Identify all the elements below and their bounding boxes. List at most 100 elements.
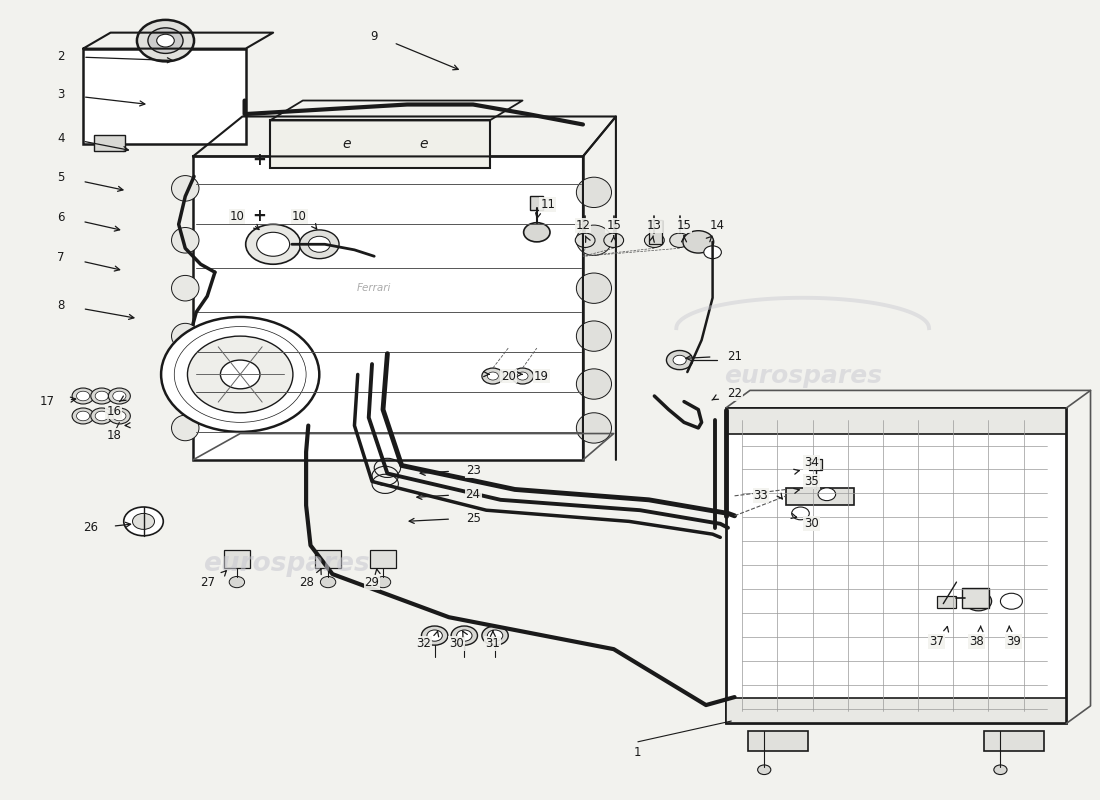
Text: 8: 8	[57, 299, 65, 312]
Circle shape	[245, 224, 300, 264]
Text: 11: 11	[540, 198, 556, 211]
Text: 22: 22	[727, 387, 742, 400]
Circle shape	[575, 233, 595, 247]
Text: 32: 32	[416, 637, 431, 650]
Circle shape	[517, 372, 528, 380]
Circle shape	[77, 391, 90, 401]
Text: +: +	[252, 151, 266, 170]
Ellipse shape	[576, 225, 612, 255]
Circle shape	[482, 368, 504, 384]
Circle shape	[161, 317, 319, 432]
Text: 28: 28	[299, 575, 314, 589]
FancyBboxPatch shape	[370, 550, 396, 568]
Text: 2: 2	[57, 50, 65, 63]
Circle shape	[792, 507, 810, 520]
Ellipse shape	[172, 323, 199, 349]
FancyBboxPatch shape	[726, 408, 1066, 434]
Circle shape	[73, 388, 95, 404]
Text: 34: 34	[804, 456, 818, 469]
Circle shape	[512, 368, 534, 384]
Text: 5: 5	[57, 171, 65, 185]
FancyBboxPatch shape	[748, 731, 808, 751]
FancyBboxPatch shape	[726, 698, 1066, 723]
Text: 30: 30	[804, 518, 818, 530]
Ellipse shape	[576, 177, 612, 207]
Text: 26: 26	[84, 522, 98, 534]
Text: 1: 1	[634, 746, 641, 759]
FancyBboxPatch shape	[726, 408, 1066, 723]
Circle shape	[993, 765, 1007, 774]
Text: +: +	[252, 207, 266, 226]
Circle shape	[113, 411, 125, 421]
Circle shape	[96, 391, 109, 401]
Text: 37: 37	[930, 634, 944, 648]
Circle shape	[683, 230, 714, 253]
FancyBboxPatch shape	[984, 731, 1044, 751]
Text: 38: 38	[969, 634, 983, 648]
Circle shape	[1000, 594, 1022, 610]
Text: 9: 9	[371, 30, 378, 43]
Text: 12: 12	[575, 219, 591, 233]
Circle shape	[73, 408, 95, 424]
Text: 25: 25	[465, 512, 481, 525]
Circle shape	[704, 246, 722, 258]
FancyBboxPatch shape	[84, 49, 245, 145]
Circle shape	[604, 233, 624, 247]
FancyBboxPatch shape	[649, 220, 662, 244]
Circle shape	[966, 592, 991, 611]
Ellipse shape	[172, 227, 199, 253]
Circle shape	[818, 488, 836, 501]
Circle shape	[308, 236, 330, 252]
Circle shape	[77, 411, 90, 421]
Circle shape	[91, 408, 113, 424]
Ellipse shape	[576, 273, 612, 303]
Circle shape	[187, 336, 293, 413]
Text: 21: 21	[727, 350, 742, 362]
Circle shape	[456, 630, 472, 641]
Text: 19: 19	[534, 370, 549, 382]
Text: 16: 16	[107, 406, 121, 418]
FancyBboxPatch shape	[270, 121, 490, 169]
Text: eurospares: eurospares	[204, 550, 370, 577]
Ellipse shape	[172, 175, 199, 201]
FancyBboxPatch shape	[786, 488, 855, 506]
Circle shape	[487, 372, 498, 380]
Text: eurospares: eurospares	[724, 364, 882, 388]
Text: 14: 14	[710, 219, 725, 233]
FancyBboxPatch shape	[192, 157, 583, 460]
Circle shape	[524, 222, 550, 242]
Circle shape	[758, 765, 771, 774]
Text: 10: 10	[230, 210, 244, 223]
Ellipse shape	[576, 413, 612, 443]
FancyBboxPatch shape	[530, 195, 543, 210]
Text: 30: 30	[449, 637, 464, 650]
Circle shape	[156, 34, 174, 47]
Circle shape	[229, 577, 244, 588]
FancyBboxPatch shape	[810, 459, 823, 470]
Text: 39: 39	[1006, 634, 1021, 648]
Text: 23: 23	[465, 464, 481, 477]
Circle shape	[375, 577, 390, 588]
Ellipse shape	[172, 371, 199, 397]
Circle shape	[299, 230, 339, 258]
Text: 33: 33	[754, 490, 768, 502]
Ellipse shape	[172, 275, 199, 301]
Circle shape	[320, 577, 336, 588]
Circle shape	[451, 626, 477, 645]
Text: 20: 20	[500, 370, 516, 382]
Text: 29: 29	[364, 575, 380, 589]
Ellipse shape	[576, 369, 612, 399]
Circle shape	[427, 630, 442, 641]
Text: 24: 24	[465, 488, 481, 501]
Text: 35: 35	[804, 475, 818, 488]
Circle shape	[109, 388, 130, 404]
Circle shape	[645, 233, 664, 247]
Circle shape	[91, 388, 113, 404]
Text: e: e	[419, 138, 428, 151]
Text: 17: 17	[40, 395, 54, 408]
Circle shape	[109, 408, 130, 424]
Text: 6: 6	[57, 211, 65, 225]
Circle shape	[421, 626, 448, 645]
Circle shape	[132, 514, 154, 530]
Circle shape	[256, 232, 289, 256]
